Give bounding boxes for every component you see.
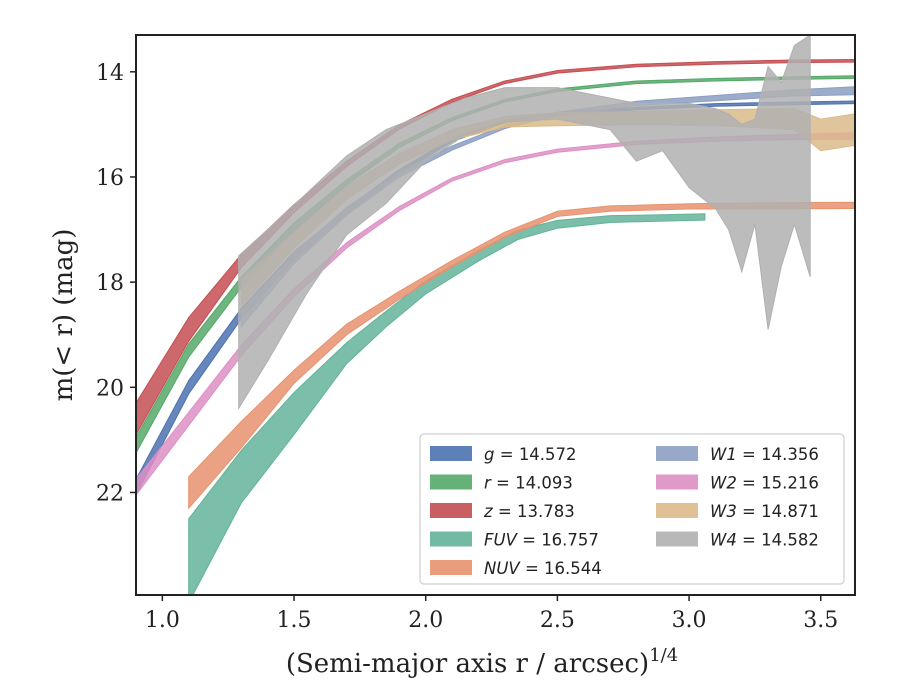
x-tick-label: 3.0: [672, 608, 707, 633]
legend-label: W3 = 14.871: [710, 502, 819, 521]
legend-label: W2 = 15.216: [710, 474, 819, 493]
band-fuv: [188, 213, 706, 595]
legend-entry-w3: W3 = 14.871: [656, 502, 819, 521]
legend-label: FUV = 16.757: [484, 531, 599, 550]
legend-label: r = 14.093: [484, 474, 573, 493]
plot-area: [135, 34, 856, 596]
x-axis-title: (Semi-major axis r / arcsec)1/4: [286, 645, 678, 679]
legend-swatch: [430, 446, 472, 461]
legend-swatch: [430, 474, 472, 490]
legend-swatch: [656, 531, 698, 547]
x-tick-label: 3.5: [803, 608, 838, 633]
legend-entry-fuv: FUV = 16.757: [430, 531, 599, 550]
plot-frame: [135, 34, 856, 596]
legend-entry-r: r = 14.093: [430, 474, 573, 493]
legend-swatch: [656, 503, 698, 518]
legend-entry-w1: W1 = 14.356: [656, 445, 819, 464]
legend-swatch: [656, 446, 698, 461]
x-tick-label: 2.0: [408, 608, 443, 633]
y-axis: 14 16 18 20 22: [96, 61, 136, 506]
x-axis: 1.0 1.5 2.0 2.5 3.0 3.5: [145, 595, 838, 633]
legend-entry-w4: W4 = 14.582: [656, 531, 819, 550]
legend-box: [419, 433, 845, 585]
x-axis-title-exponent: 1/4: [649, 645, 678, 666]
series-layer: [136, 35, 855, 595]
band-nuv: [188, 201, 855, 510]
legend: g = 14.572 r = 14.093 z = 13.783 FUV = 16.7…: [419, 433, 845, 585]
legend-swatch: [656, 474, 698, 490]
legend-label: NUV = 16.544: [484, 559, 602, 578]
y-tick-label: 20: [96, 376, 124, 401]
legend-entry-g: g = 14.572: [430, 445, 577, 464]
legend-label: W1 = 14.356: [710, 445, 819, 464]
legend-swatch: [430, 503, 472, 518]
y-tick-label: 16: [96, 166, 124, 191]
legend-swatch: [430, 531, 472, 547]
legend-items: g = 14.572 r = 14.093 z = 13.783 FUV = 16.7…: [430, 445, 819, 578]
legend-entry-w2: W2 = 15.216: [656, 474, 819, 493]
legend-entry-nuv: NUV = 16.544: [430, 559, 602, 578]
x-tick-label: 2.5: [540, 608, 575, 633]
legend-swatch: [430, 560, 472, 575]
x-tick-label: 1.0: [145, 608, 180, 633]
legend-label: W4 = 14.582: [710, 531, 819, 550]
y-tick-label: 14: [96, 61, 124, 86]
y-axis-title: m(< r) (mag): [49, 229, 79, 402]
y-tick-label: 22: [96, 481, 124, 506]
y-tick-label: 18: [96, 271, 124, 296]
band-w4: [238, 35, 811, 411]
x-tick-label: 1.5: [277, 608, 312, 633]
legend-label: g = 14.572: [484, 445, 577, 464]
legend-entry-z: z = 13.783: [430, 502, 575, 521]
legend-label: z = 13.783: [483, 502, 575, 521]
